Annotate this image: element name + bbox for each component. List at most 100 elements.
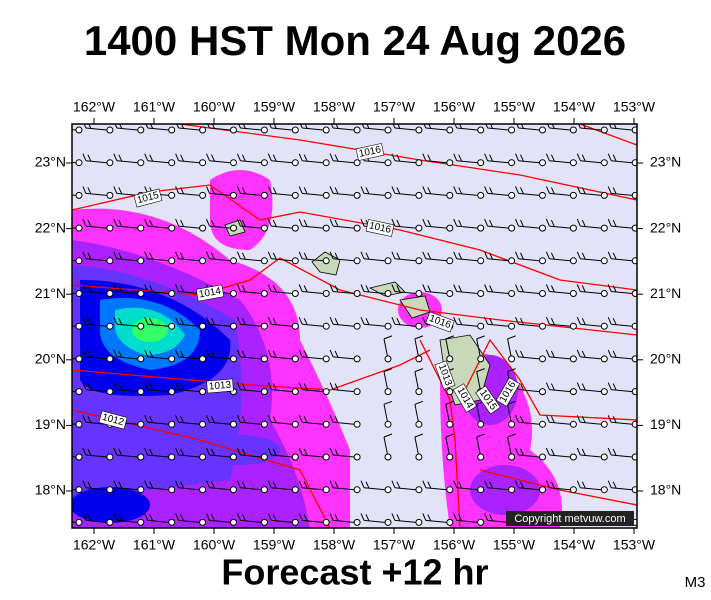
barb-feather (550, 416, 555, 424)
barb-staff (456, 192, 478, 196)
barb-feather (607, 480, 612, 488)
barb-station (569, 453, 577, 461)
barb-feather (241, 187, 246, 195)
barb-feather (144, 284, 149, 292)
barb-staff (518, 225, 540, 229)
barb-staff (147, 258, 169, 262)
barb-feather (211, 187, 215, 195)
barb-feather (507, 433, 516, 438)
barb-feather (211, 124, 215, 129)
wind-barb (391, 218, 423, 232)
barb-staff (85, 356, 107, 360)
barb-feather (82, 251, 87, 259)
barb-station (600, 355, 608, 363)
wind-barb (607, 415, 637, 428)
wind-barb (361, 124, 392, 134)
barb-station (137, 159, 145, 167)
barb-feather (82, 415, 87, 423)
wind-barb (515, 447, 546, 461)
barb-staff (178, 356, 200, 360)
wind-barb (144, 447, 176, 461)
barb-station (291, 486, 299, 494)
barb-staff (271, 356, 293, 360)
barb-staff (549, 421, 571, 425)
barb-feather (267, 480, 272, 488)
barb-feather (612, 416, 617, 424)
barb-station (137, 224, 145, 232)
wind-barb (445, 335, 454, 363)
barb-station (199, 420, 207, 428)
barb-feather (550, 448, 555, 456)
forecast-label: Forecast +12 hr (221, 552, 488, 593)
barb-staff (611, 421, 633, 425)
barb-station (322, 322, 330, 330)
barb-feather (272, 154, 277, 162)
barb-feather (303, 514, 308, 522)
wind-barb (144, 513, 176, 526)
barb-feather (360, 513, 365, 521)
barb-feather (267, 186, 272, 194)
wind-barb (576, 382, 608, 396)
barb-station (415, 322, 423, 330)
barb-feather (303, 252, 308, 260)
wind-barb (144, 382, 176, 396)
barb-feather (515, 218, 519, 227)
barb-staff (178, 225, 200, 229)
barb-feather (458, 514, 463, 522)
barb-feather (180, 124, 185, 129)
barb-feather (149, 285, 154, 293)
barb-staff (611, 454, 633, 458)
barb-feather (57, 122, 60, 129)
barb-feather (334, 416, 339, 424)
wind-barb (383, 400, 393, 428)
isobar-label: 1015 (133, 188, 163, 208)
barb-feather (545, 382, 550, 390)
barb-station (539, 224, 546, 232)
wind-barb (206, 251, 237, 265)
barb-staff (425, 127, 447, 131)
barb-feather (144, 153, 149, 161)
wind-barb (422, 284, 454, 297)
wind-barb (267, 317, 299, 330)
wind-barb (391, 186, 423, 199)
barb-feather (576, 317, 581, 325)
wind-barb (453, 153, 485, 167)
barb-feather (520, 317, 524, 325)
barb-feather (545, 251, 550, 259)
barb-feather (453, 251, 458, 259)
barb-feather (427, 154, 432, 162)
barb-staff (178, 487, 200, 491)
barb-station (384, 388, 392, 396)
wind-barb (484, 218, 516, 232)
wind-barb (383, 335, 393, 363)
barb-feather (82, 186, 87, 194)
wind-barb (476, 335, 485, 363)
wind-barb (576, 153, 608, 167)
barb-feather (87, 219, 92, 227)
barb-station (569, 486, 577, 494)
barb-feather (57, 449, 60, 456)
barb-feather (515, 447, 519, 456)
barb-staff (147, 421, 169, 425)
barb-feather (396, 187, 401, 195)
barb-station (446, 159, 454, 167)
barb-staff (85, 323, 107, 327)
barb-staff (147, 519, 169, 523)
barb-feather (607, 284, 612, 292)
barb-staff (116, 487, 138, 491)
barb-station (260, 518, 268, 526)
barb-staff (487, 323, 509, 327)
barb-feather (515, 317, 519, 325)
longitude-label: 154°W (553, 537, 596, 553)
barb-feather (365, 481, 370, 489)
barb-feather (242, 124, 246, 129)
barb-station (168, 518, 176, 526)
barb-feather (581, 383, 586, 391)
wind-barb (453, 513, 485, 526)
barb-feather (360, 317, 365, 325)
barb-station (631, 159, 637, 167)
barb-feather (607, 382, 612, 390)
wind-barb (329, 382, 361, 396)
wind-barb (206, 317, 237, 330)
barb-feather (180, 154, 185, 162)
